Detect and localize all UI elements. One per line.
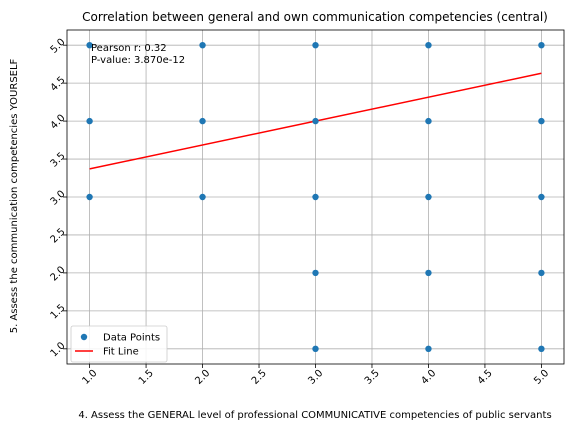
data-point [425, 117, 432, 125]
data-point [199, 41, 206, 49]
y-tick-label: 3.0 [49, 189, 68, 208]
data-point [538, 117, 545, 125]
x-tick-label: 3.5 [363, 368, 382, 387]
legend-label: Data Points [103, 333, 160, 344]
annotation-box: Pearson r: 0.32 P-value: 3.870e-12 [91, 43, 185, 66]
x-tick-label: 5.0 [532, 368, 551, 387]
x-axis-label: 4. Assess the GENERAL level of professio… [78, 410, 551, 421]
legend: Data Points Fit Line [70, 325, 168, 363]
y-tick-label: 2.0 [49, 264, 68, 283]
data-point [538, 41, 545, 49]
x-tick-label: 4.0 [419, 368, 438, 387]
y-axis-label: 5. Assess the communication competencies… [9, 58, 20, 333]
axes [63, 29, 565, 368]
legend-box [70, 325, 168, 363]
pvalue-annotation: P-value: 3.870e-12 [91, 55, 185, 66]
y-tick-label: 3.5 [49, 151, 68, 170]
x-tick-label: 4.5 [476, 368, 495, 387]
data-point [425, 269, 432, 277]
data-point [425, 193, 432, 201]
data-point [312, 117, 319, 125]
x-tick-label: 1.0 [80, 368, 99, 387]
pearson-annotation: Pearson r: 0.32 [91, 43, 167, 54]
x-tick-label: 3.0 [306, 368, 325, 387]
data-point [425, 41, 432, 49]
x-tick-label: 2.5 [250, 368, 269, 387]
data-points-layer [86, 41, 545, 353]
data-point [199, 193, 206, 201]
data-point [86, 41, 93, 49]
plot-frame [66, 29, 565, 365]
data-point [538, 193, 545, 201]
data-point [86, 117, 93, 125]
x-tick-label: 2.0 [193, 368, 212, 387]
data-point [538, 345, 545, 353]
y-tick-label: 1.0 [49, 340, 68, 359]
data-point [312, 41, 319, 49]
y-tick-label: 4.5 [49, 75, 68, 94]
data-point [199, 117, 206, 125]
data-point [86, 193, 93, 201]
x-tick-label: 1.5 [137, 368, 156, 387]
y-tick-label: 4.0 [49, 113, 68, 132]
data-point [312, 269, 319, 277]
y-tick-label: 5.0 [49, 37, 68, 56]
data-point [312, 193, 319, 201]
data-point [425, 345, 432, 353]
legend-label: Fit Line [103, 347, 139, 358]
legend-marker-data-points [80, 333, 88, 341]
data-point [538, 269, 545, 277]
data-point [312, 345, 319, 353]
y-tick-label: 2.5 [49, 227, 68, 246]
y-tick-label: 1.5 [49, 302, 68, 321]
chart-title: Correlation between general and own comm… [82, 10, 548, 24]
